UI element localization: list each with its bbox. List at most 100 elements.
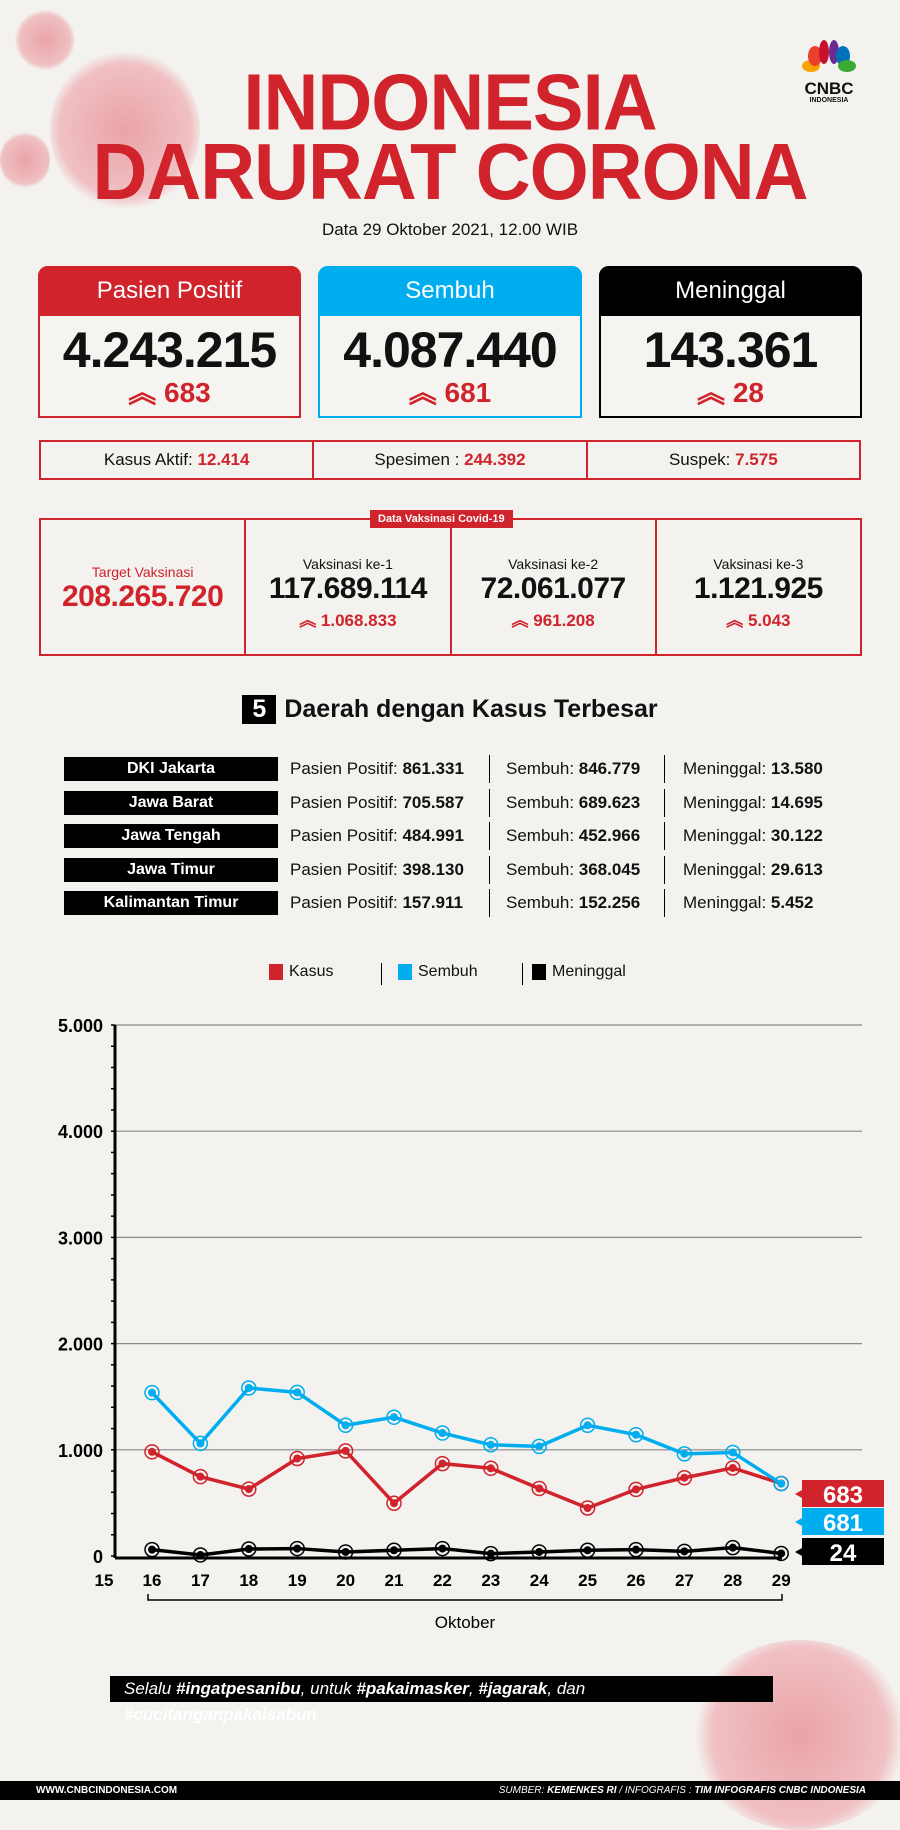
infografis-value: TIM INFOGRAFIS CNBC INDONESIA [694,1785,866,1796]
cell-value: 13.580 [770,759,823,778]
source-value: KEMENKES RI [547,1785,617,1796]
x-tick-label: 15 [95,1571,114,1590]
cell-value: 29.613 [770,859,823,879]
title-line-1: INDONESIA [243,58,657,148]
data-point-ring [628,1481,644,1498]
campaign-text: , untuk [300,1679,357,1698]
footer: WWW.CNBCINDONESIA.COM SUMBER: KEMENKES R… [0,1781,900,1800]
data-point [583,1503,592,1512]
x-bracket [147,1594,783,1601]
data-point-ring [676,1543,693,1560]
data-point [535,1484,544,1493]
data-point [680,1449,689,1458]
divider [489,822,490,850]
cell-value: 452.966 [578,826,641,845]
summary-row: Kasus Aktif: 12.414 Spesimen : 244.392 S… [39,440,861,480]
data-point-ring [579,1500,596,1516]
cell-label: Pasien Positif: [290,859,403,879]
data-point-ring [628,1426,644,1443]
data-point [632,1485,640,1494]
x-tick-label: 16 [143,1571,162,1590]
summary-label: Kasus Aktif: [103,450,198,469]
divider [522,963,523,985]
cell-label: Meninggal: [683,893,771,912]
delta-value: 5.043 [747,611,791,630]
meninggal-cell: Meninggal: 13.580 [683,759,823,779]
website-link[interactable]: WWW.CNBCINDONESIA.COM [36,1785,178,1796]
cell-label: Pasien Positif: [290,826,403,845]
number-badge: 5 [242,695,277,724]
double-chevron-up-icon: ︽ [299,611,321,630]
virus-decoration [690,1640,900,1830]
data-point-ring [289,1540,305,1557]
cell-label: Meninggal: [683,759,771,778]
legend-label: Sembuh [418,963,478,980]
region-name: Kalimantan Timur [64,891,278,915]
divider [489,889,490,917]
summary-value: 244.392 [464,450,526,469]
data-point-ring [192,1547,209,1563]
data-point [244,1485,253,1494]
cell-label: Meninggal: [683,792,771,812]
line-chart: 0 1.000 2.000 3.000 4.000 5.000 15 16 17 18 19 20 21… [58,1016,884,1632]
end-label: 683 [823,1482,863,1509]
logo-subtext: INDONESIA [809,97,849,104]
cell-value: 705.587 [402,792,464,812]
region-name: Jawa Tengah [64,824,278,848]
data-point [583,1546,592,1555]
delta-value: 1.068.833 [320,611,397,630]
data-point-ring [337,1443,354,1459]
vax-dose-1: Vaksinasi ke-1 117.689.114 ︽ 1.068.833 [246,520,452,654]
stat-value: 143.361 [643,322,819,378]
data-point-ring [483,1460,499,1477]
title-line-2: DARURAT CORONA [92,127,809,217]
cell-value: 30.122 [770,826,823,845]
stat-positif: Pasien Positif 4.243.215 ︽ 683 [38,266,301,418]
x-tick-label: 19 [288,1571,307,1590]
data-point [390,1546,398,1555]
end-label-box [795,1480,884,1507]
y-tick-label: 5.000 [58,1016,103,1036]
divider [664,755,665,783]
data-point [341,1421,350,1430]
vax-dose-3: Vaksinasi ke-3 1.121.925 ︽ 5.043 [657,520,860,654]
data-point-ring [676,1446,693,1462]
region-name: DKI Jakarta [64,757,278,781]
data-point-ring [483,1437,499,1453]
cell-label: Sembuh: [506,893,579,912]
series-line-sembuh [150,1386,783,1486]
delta-value: 683 [164,377,211,408]
stat-label: Meninggal [599,266,862,316]
legend-meninggal: Meninggal [532,963,626,981]
y-tick-label: 0 [93,1547,103,1567]
x-tick-label: 21 [385,1571,404,1590]
virus-decoration [0,130,50,190]
data-point-ring [676,1469,693,1486]
data-point [244,1383,253,1392]
table-row: Jawa Timur Pasien Positif: 398.130 Sembu… [64,855,884,884]
x-tick-label: 23 [481,1571,500,1590]
data-point [196,1550,205,1559]
data-point [632,1430,640,1439]
vax-label: Target Vaksinasi [91,564,194,580]
data-point [293,1388,302,1397]
data-point-ring [628,1541,644,1558]
data-point-ring [386,1495,402,1511]
cell-label: Pasien Positif: [290,792,403,812]
cell-value: 861.331 [402,759,464,778]
region-name: Jawa Timur [64,857,278,882]
data-point-ring [144,1444,160,1460]
data-point [390,1413,398,1422]
data-point [535,1547,544,1556]
region-name: Jawa Barat [64,790,278,815]
data-point-ring [531,1480,547,1497]
data-point [390,1499,398,1508]
x-tick-label: 27 [675,1571,694,1590]
x-tick-label: 22 [433,1571,452,1590]
divider [489,755,490,783]
data-point-ring [773,1475,789,1492]
data-point [341,1446,350,1455]
cell-label: Pasien Positif: [290,759,403,778]
data-point-ring [241,1481,257,1497]
sembuh-cell: Sembuh: 689.623 [506,793,640,813]
